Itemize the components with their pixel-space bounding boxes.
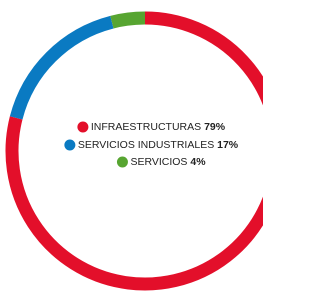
legend-value: 79%	[204, 121, 226, 133]
legend-name: SERVICIOS	[130, 156, 187, 168]
legend-value: 4%	[190, 156, 206, 168]
donut-segment	[16, 22, 112, 118]
legend-label: INFRAESTRUCTURAS 79%	[91, 121, 226, 133]
donut-segment	[112, 18, 145, 22]
legend-label: SERVICIOS INDUSTRIALES 17%	[78, 139, 239, 151]
legend-swatch	[64, 140, 75, 151]
legend-label: SERVICIOS 4%	[130, 156, 206, 168]
legend-name: SERVICIOS INDUSTRIALES	[78, 139, 214, 151]
legend-value: 17%	[217, 139, 239, 151]
legend-name: INFRAESTRUCTURAS	[91, 121, 201, 133]
legend-swatch	[77, 122, 88, 133]
page: {"chart_data": {"type": "donut", "catego…	[0, 0, 263, 301]
chart: INFRAESTRUCTURAS 79% SERVICIOS INDUSTRIAL…	[0, 0, 263, 301]
legend-item: SERVICIOS 4%	[117, 156, 206, 168]
legend-item: SERVICIOS INDUSTRIALES 17%	[64, 139, 238, 151]
legend-item: INFRAESTRUCTURAS 79%	[77, 121, 225, 133]
legend-swatch	[117, 157, 128, 168]
